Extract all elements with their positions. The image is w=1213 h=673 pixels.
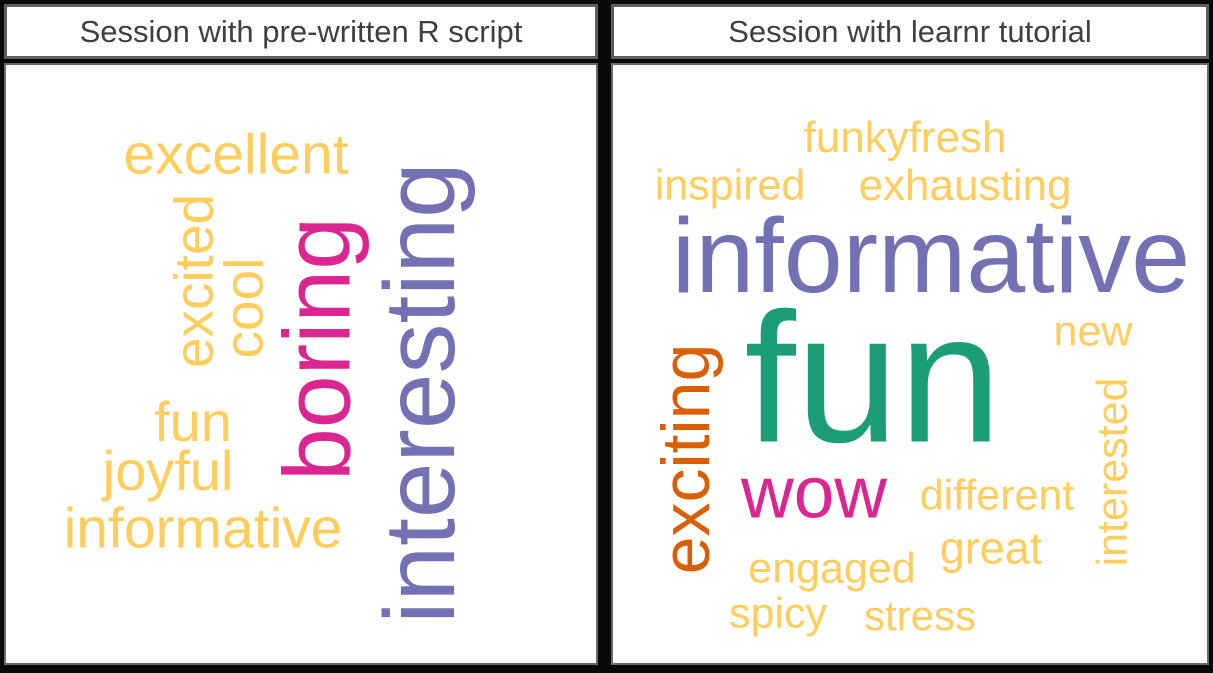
wordcloud-learnr-tutorial: funkyfresh inspired exhausting informative n…	[611, 63, 1209, 665]
left-panel-title: Session with pre-written R script	[4, 4, 598, 59]
cloud-word-inspired: inspired	[654, 161, 806, 210]
cloud-word-interested: interested	[1088, 377, 1137, 567]
cloud-word-fun: fun	[154, 390, 232, 453]
cloud-word-wow: wow	[740, 452, 888, 534]
cloud-word-fun: fun	[744, 275, 1002, 482]
cloud-word-great: great	[939, 522, 1043, 574]
cloud-word-different: different	[919, 471, 1075, 520]
cloud-word-exciting: exciting	[648, 343, 724, 575]
cloud-word-joyful: joyful	[102, 439, 234, 502]
right-panel-title-text: Session with learnr tutorial	[728, 13, 1092, 49]
cloud-word-exhausting: exhausting	[858, 161, 1072, 210]
cloud-word-informative: informative	[671, 197, 1191, 315]
cloud-word-informative: informative	[63, 496, 343, 561]
cloud-word-new: new	[1053, 307, 1133, 356]
cloud-word-funkyfresh: funkyfresh	[803, 113, 1007, 162]
cloud-word-interesting: interesting	[364, 162, 476, 624]
wordcloud-prewritten-r-script: excellent excited cool boring interesting fun…	[4, 63, 598, 665]
right-panel-title: Session with learnr tutorial	[611, 4, 1209, 59]
cloud-word-cool: cool	[212, 257, 275, 359]
cloud-word-engaged: engaged	[748, 544, 916, 593]
cloud-word-excellent: excellent	[123, 122, 349, 187]
cloud-word-stress: stress	[863, 592, 977, 639]
cloud-word-boring: boring	[264, 216, 371, 482]
cloud-word-spicy: spicy	[729, 589, 827, 638]
left-panel-title-text: Session with pre-written R script	[79, 13, 523, 49]
